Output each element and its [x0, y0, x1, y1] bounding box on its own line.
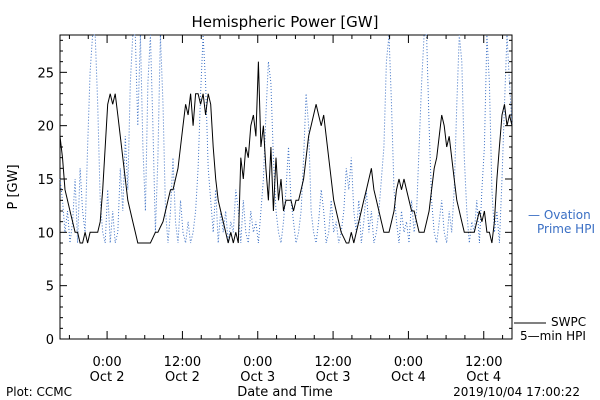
x-axis-label: Date and Time — [237, 385, 333, 400]
y-tick-label: 25 — [37, 66, 54, 81]
x-tick-time-label: 0:00 — [394, 355, 423, 370]
legend-ovation-line2: Prime HPI — [537, 222, 595, 236]
y-axis-label: P [GW] — [6, 164, 21, 209]
x-tick-time-label: 12:00 — [314, 355, 351, 370]
chart-title: Hemispheric Power [GW] — [192, 13, 379, 31]
footer-credit: Plot: CCMC — [6, 385, 72, 399]
legend-swpc-line2: 5—min HPI — [520, 329, 586, 343]
x-tick-date-label: Oct 4 — [466, 370, 501, 385]
x-tick-date-label: Oct 3 — [316, 370, 351, 385]
legend-ovation-line1: — Ovation — [528, 208, 591, 222]
legend: — Ovation Prime HPI SWPC 5—min HPI — [514, 208, 595, 343]
x-tick-time-label: 0:00 — [92, 355, 121, 370]
x-tick-time-label: 12:00 — [465, 355, 502, 370]
series-line-ovation-prime — [59, 34, 513, 244]
y-axis: 0 5 10 15 20 25 — [37, 39, 512, 348]
series-line-swpc — [59, 61, 513, 244]
y-tick-label: 20 — [37, 120, 54, 135]
x-tick-date-label: Oct 3 — [240, 370, 275, 385]
y-tick-label: 15 — [37, 173, 54, 188]
footer-timestamp: 2019/10/04 17:00:22 — [453, 385, 580, 399]
x-tick-date-label: Oct 4 — [391, 370, 426, 385]
y-tick-label: 0 — [46, 333, 54, 348]
y-tick-label: 5 — [46, 280, 54, 295]
y-tick-label: 10 — [37, 226, 54, 241]
legend-swpc-line1: SWPC — [551, 315, 586, 329]
x-tick-time-label: 12:00 — [164, 355, 201, 370]
series-layer — [59, 34, 513, 244]
plot-frame — [59, 34, 513, 340]
x-tick-time-label: 0:00 — [243, 355, 272, 370]
x-tick-date-label: Oct 2 — [90, 370, 125, 385]
x-tick-date-label: Oct 2 — [165, 370, 200, 385]
